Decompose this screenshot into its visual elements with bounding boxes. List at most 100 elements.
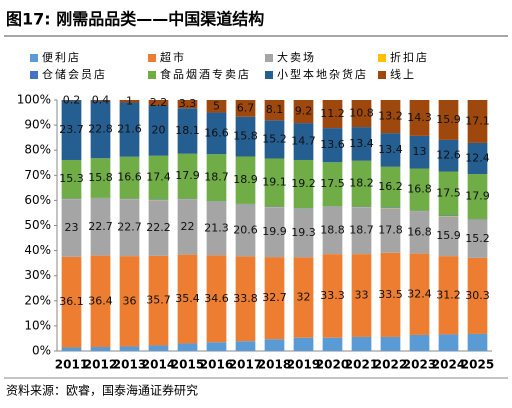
bar-segment [381,207,401,208]
legend-swatch [378,71,386,79]
legend-swatch [30,54,38,62]
y-tick-label: 30% [24,268,51,282]
data-label: 14.3 [407,111,432,124]
data-label: 17.9 [175,169,200,182]
data-label: 12.4 [465,151,490,164]
y-tick-label: 20% [24,293,51,307]
x-tick-label: 2025 [461,358,494,372]
data-label: 18.7 [204,171,229,184]
legend-label: 仓储会员店 [42,67,107,81]
data-label: 35.7 [146,294,171,307]
data-label: 12.6 [436,149,461,162]
bar-segment [62,198,82,199]
bar-segment [323,338,343,351]
y-tick-label: 90% [24,118,51,132]
bar-segment [381,337,401,351]
legend-swatch [148,54,156,62]
bar-segment [62,347,82,351]
data-label: 19.3 [291,226,316,239]
legend-swatch [148,71,156,79]
bar-segment [294,338,314,351]
legend-label: 大卖场 [277,50,316,64]
data-label: 3.3 [179,97,197,110]
data-label: 17.5 [320,177,345,190]
data-label: 15.9 [436,229,461,242]
chart-title: 图17: 刚需品品类——中国渠道结构 [6,10,264,29]
y-tick-label: 50% [24,218,51,232]
bar-segment [178,343,198,351]
data-label: 14.7 [291,135,316,148]
bar-segment [149,345,169,351]
data-label: 20.6 [233,224,258,237]
bar-segment [91,198,111,199]
data-label: 15.8 [233,130,258,143]
data-label: 15.2 [465,232,490,245]
legend-label: 食品烟酒专卖店 [160,67,251,81]
bar-segment [323,206,343,207]
data-label: 33.3 [320,289,345,302]
data-label: 16.6 [117,171,142,184]
data-label: 13.6 [320,138,345,151]
data-label: 17.8 [378,224,403,237]
legend-swatch [265,71,273,79]
bar-segment [468,334,488,351]
data-label: 1 [126,94,133,107]
data-label: 18.9 [233,173,258,186]
data-label: 23 [65,221,79,234]
data-label: 15.8 [88,171,113,184]
data-label: 13 [413,145,427,158]
bar-segment [207,342,227,351]
data-label: 36 [123,294,137,307]
data-label: 16.6 [204,126,229,139]
data-label: 2.2 [150,96,168,109]
data-label: 9.2 [295,105,313,118]
bar-segment [410,335,430,351]
data-label: 18.2 [349,177,374,190]
data-label: 21.6 [117,123,142,136]
data-label: 17.4 [146,171,171,184]
data-label: 32 [297,291,311,304]
data-label: 19.9 [262,225,287,238]
data-label: 13.4 [378,143,403,156]
data-label: 20 [152,124,166,137]
data-label: 0.2 [63,93,81,106]
bar-segment [149,199,169,200]
data-label: 17.5 [436,186,461,199]
bar-segment [207,201,227,202]
data-label: 22 [181,220,195,233]
legend-swatch [265,54,273,62]
data-label: 15.2 [262,132,287,145]
data-label: 16.8 [407,226,432,239]
data-label: 18.8 [320,224,345,237]
data-label: 17.9 [465,190,490,203]
legend-label: 便利店 [42,50,81,64]
legend-swatch [378,54,386,62]
data-label: 17.1 [465,114,490,127]
bar-segment [120,346,140,351]
data-label: 15.3 [59,172,84,185]
y-tick-label: 60% [24,193,51,207]
data-label: 18.1 [175,124,200,137]
legend-label: 折扣店 [390,50,429,64]
data-label: 32.7 [262,291,287,304]
data-label: 22.7 [117,221,142,234]
legend-swatch [30,71,38,79]
bar-segment [91,347,111,351]
data-label: 36.4 [88,294,113,307]
bar-segment [236,341,256,351]
data-label: 16.2 [378,180,403,193]
data-label: 0.4 [92,94,110,107]
data-label: 6.7 [237,101,255,114]
data-label: 34.6 [204,292,229,305]
legend-label: 超市 [160,50,186,64]
data-label: 8.1 [266,103,284,116]
y-tick-label: 80% [24,143,51,157]
data-label: 21.3 [204,222,229,235]
bar-segment [178,199,198,200]
data-label: 16.8 [407,183,432,196]
data-label: 30.3 [465,289,490,302]
bar-segment [352,206,372,207]
data-label: 22.2 [146,221,171,234]
data-label: 35.4 [175,292,200,305]
